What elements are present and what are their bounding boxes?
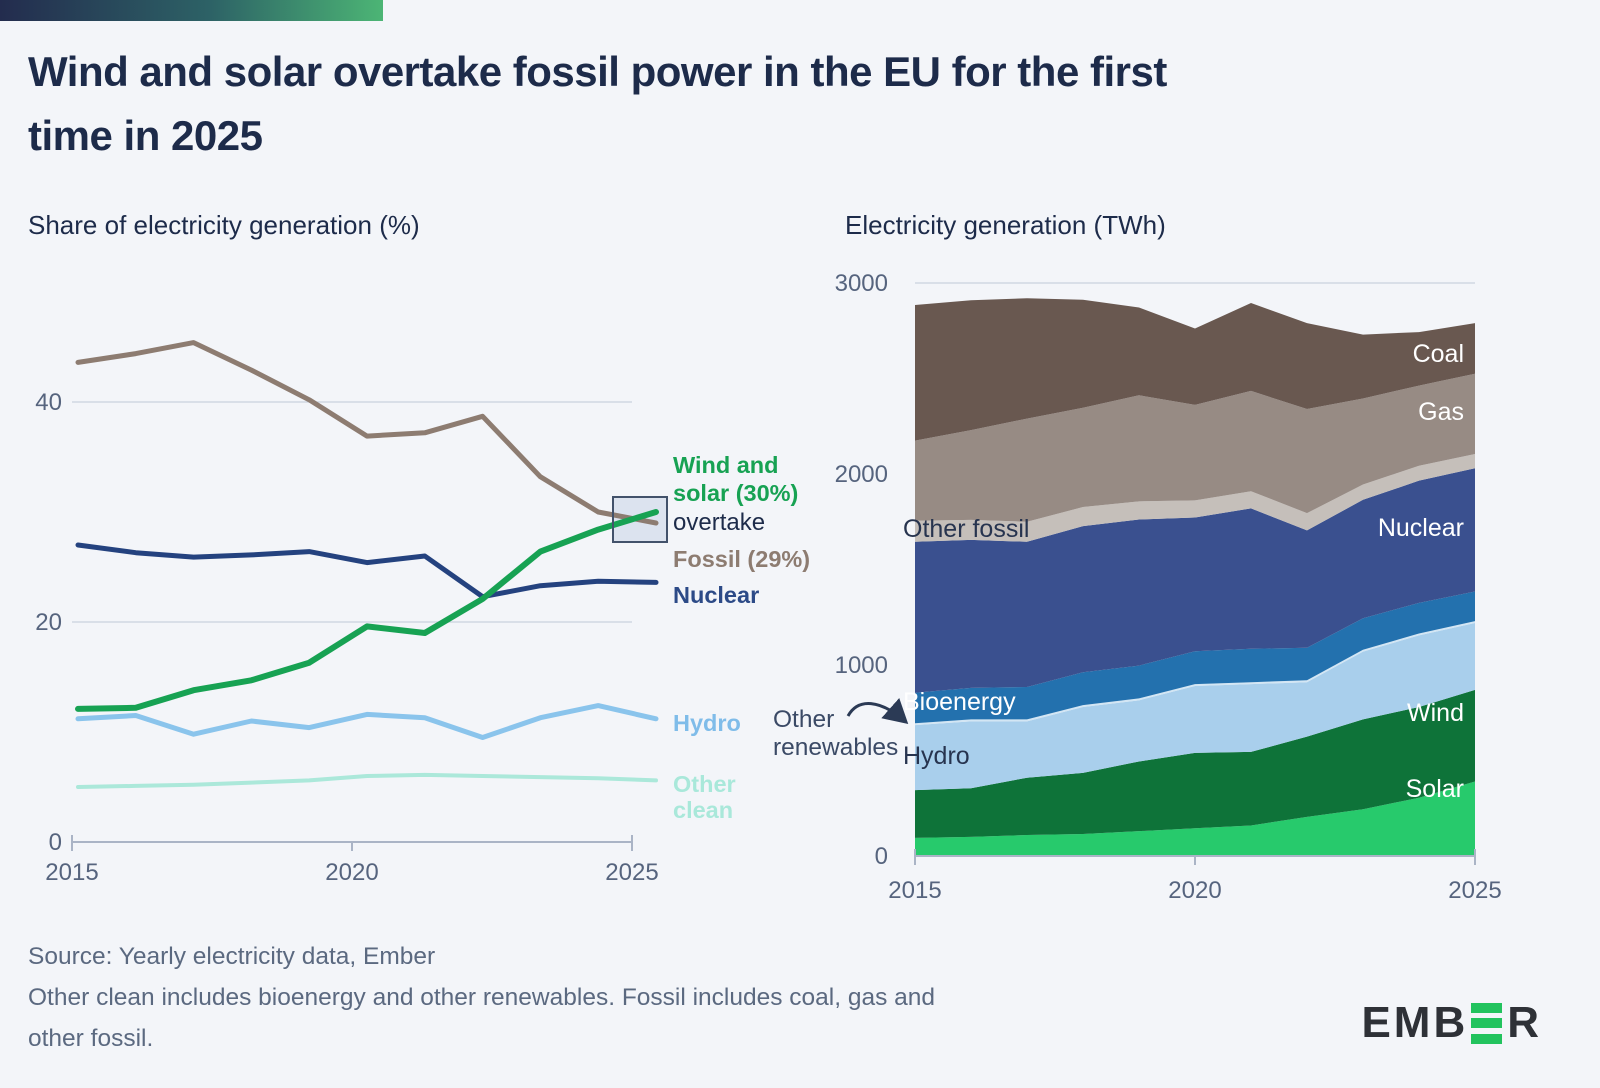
left-series-other-clean (76, 772, 658, 789)
left-chart-subtitle: Share of electricity generation (%) (28, 210, 420, 240)
left-xtick-2025: 2025 (605, 859, 658, 886)
highlight-box-border (612, 496, 668, 543)
ember-logo-e-icon (1471, 1002, 1503, 1044)
left-series-hydro (75, 703, 659, 740)
left-ytick-40: 40 (35, 389, 62, 416)
area-hydro (915, 622, 1475, 791)
area-label-gas: Gas (1418, 398, 1464, 426)
area-nuclear (915, 468, 1475, 693)
accent-gradient-bar (0, 0, 383, 21)
footer-notes: Source: Yearly electricity data, Ember O… (28, 936, 1278, 1059)
area-wind (915, 689, 1475, 838)
area-label-solar: Solar (1406, 775, 1464, 803)
area-label-other-fossil: Other fossil (903, 515, 1029, 543)
page-title: Wind and solar overtake fossil power in … (28, 40, 1508, 168)
source-line: Source: Yearly electricity data, Ember (28, 943, 436, 970)
label-other-clean: Other clean (673, 771, 736, 823)
left-series-nuclear (75, 542, 659, 600)
ember-logo: EMB R (1361, 998, 1542, 1047)
area-gas (915, 373, 1475, 522)
label-wind-and-solar: Wind and solar (30%) (673, 452, 799, 506)
label-hydro: Hydro (673, 710, 741, 736)
area-other-fossil (915, 453, 1475, 542)
page-title-line2: time in 2025 (28, 112, 263, 159)
ember-logo-text-end: R (1507, 998, 1542, 1047)
left-ytick-0: 0 (49, 829, 62, 856)
area-bioenergy (915, 591, 1475, 724)
left-xtick-2015: 2015 (45, 859, 98, 886)
right-xtick-2020: 2020 (1168, 877, 1221, 904)
area-label-coal: Coal (1413, 340, 1464, 368)
left-xtick-2020: 2020 (325, 859, 378, 886)
right-chart-subtitle: Electricity generation (TWh) (845, 210, 1166, 240)
label-fossil: Fossil (29%) (673, 546, 811, 572)
area-label-bioenergy: Bioenergy (903, 688, 1016, 716)
note-line2: other fossil. (28, 1025, 154, 1052)
label-other-renewables: Other renewables (773, 706, 899, 761)
right-ytick-1000: 1000 (835, 652, 888, 679)
right-ytick-2000: 2000 (835, 461, 888, 488)
area-label-nuclear: Nuclear (1378, 514, 1464, 542)
page-title-line1: Wind and solar overtake fossil power in … (28, 48, 1167, 95)
area-solar (915, 781, 1475, 856)
area-label-wind: Wind (1407, 699, 1464, 727)
label-nuclear: Nuclear (673, 582, 760, 608)
right-xtick-2025: 2025 (1448, 877, 1501, 904)
label-overtake: overtake (673, 509, 766, 536)
right-ytick-3000: 3000 (835, 270, 888, 297)
area-label-hydro: Hydro (903, 742, 970, 770)
area-coal (915, 298, 1475, 441)
note-line1: Other clean includes bioenergy and other… (28, 984, 936, 1011)
left-series-fossil (75, 340, 659, 526)
left-ytick-20: 20 (35, 609, 62, 636)
right-xtick-2015: 2015 (888, 877, 941, 904)
right-ytick-0: 0 (875, 843, 888, 870)
other-renewables-arrow (846, 697, 909, 724)
left-series-wind-and-solar (75, 509, 659, 712)
ember-logo-text-start: EMB (1361, 998, 1469, 1047)
